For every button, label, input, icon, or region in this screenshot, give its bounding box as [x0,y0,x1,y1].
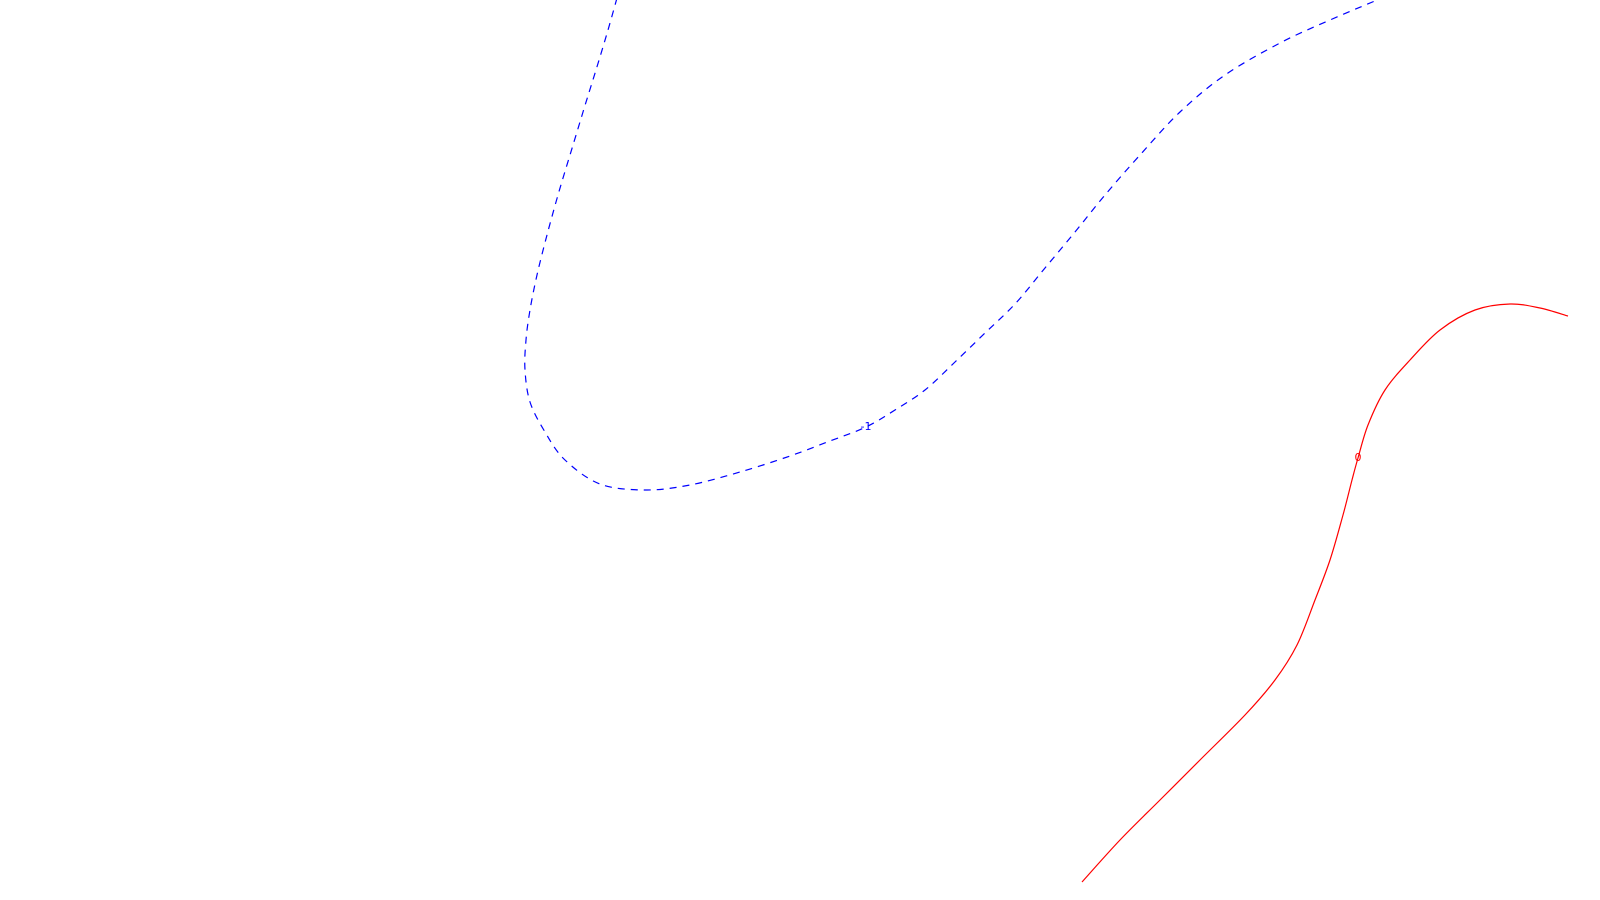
contour-lines [524,0,1569,883]
contour-line-level-0 [1081,303,1569,883]
contour-label-0: -1 [861,420,872,433]
contour-labels: -1 0 [861,420,1362,464]
contour-label-1: 0 [1355,451,1362,464]
contour-line-level--1 [524,0,1379,491]
